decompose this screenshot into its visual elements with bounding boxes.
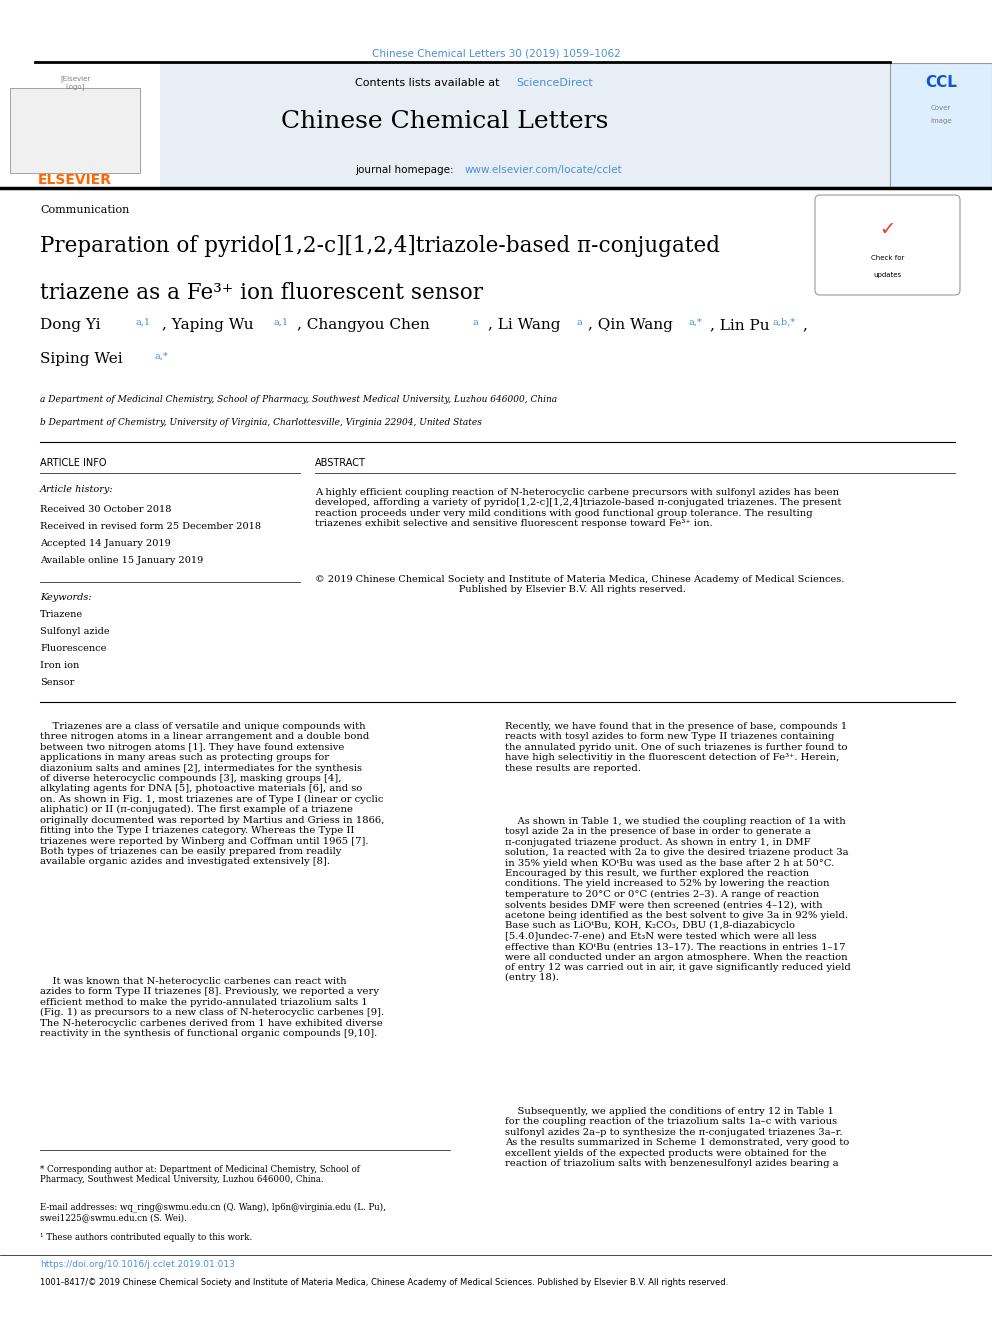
Text: Triazene: Triazene bbox=[40, 610, 83, 619]
Text: ABSTRACT: ABSTRACT bbox=[315, 458, 366, 468]
Bar bbox=[0, 64, 160, 188]
Text: Accepted 14 January 2019: Accepted 14 January 2019 bbox=[40, 538, 171, 548]
Text: Cover: Cover bbox=[930, 105, 951, 111]
Text: a,*: a,* bbox=[154, 352, 168, 361]
Text: , Changyou Chen: , Changyou Chen bbox=[297, 318, 430, 332]
Text: a: a bbox=[472, 318, 478, 327]
Text: Sensor: Sensor bbox=[40, 677, 74, 687]
Text: It was known that N-heterocyclic carbenes can react with
azides to form Type II : It was known that N-heterocyclic carbene… bbox=[40, 976, 384, 1039]
Text: Iron ion: Iron ion bbox=[40, 662, 79, 669]
Text: a: a bbox=[576, 318, 581, 327]
Text: Preparation of pyrido[1,2-c][1,2,4]triazole-based π-conjugated: Preparation of pyrido[1,2-c][1,2,4]triaz… bbox=[40, 235, 720, 257]
Text: ✓: ✓ bbox=[879, 220, 896, 239]
Text: Siping Wei: Siping Wei bbox=[40, 352, 123, 366]
Text: , Yaping Wu: , Yaping Wu bbox=[162, 318, 254, 332]
Text: E-mail addresses: wq_ring@swmu.edu.cn (Q. Wang), lp6n@virginia.edu (L. Pu),
swei: E-mail addresses: wq_ring@swmu.edu.cn (Q… bbox=[40, 1203, 386, 1222]
Text: updates: updates bbox=[873, 273, 902, 278]
Text: ScienceDirect: ScienceDirect bbox=[516, 78, 593, 89]
Text: CCL: CCL bbox=[926, 75, 957, 90]
Text: b Department of Chemistry, University of Virginia, Charlottesville, Virginia 229: b Department of Chemistry, University of… bbox=[40, 418, 482, 427]
Text: , Li Wang: , Li Wang bbox=[488, 318, 560, 332]
Text: 1001-8417/© 2019 Chinese Chemical Society and Institute of Materia Medica, Chine: 1001-8417/© 2019 Chinese Chemical Societ… bbox=[40, 1278, 728, 1287]
Text: www.elsevier.com/locate/cclet: www.elsevier.com/locate/cclet bbox=[465, 165, 623, 175]
Text: a Department of Medicinal Chemistry, School of Pharmacy, Southwest Medical Unive: a Department of Medicinal Chemistry, Sch… bbox=[40, 396, 558, 404]
Text: a,1: a,1 bbox=[135, 318, 150, 327]
Text: Fluorescence: Fluorescence bbox=[40, 644, 106, 654]
Text: Triazenes are a class of versatile and unique compounds with
three nitrogen atom: Triazenes are a class of versatile and u… bbox=[40, 722, 384, 867]
FancyBboxPatch shape bbox=[815, 194, 960, 295]
Text: Subsequently, we applied the conditions of entry 12 in Table 1
for the coupling : Subsequently, we applied the conditions … bbox=[505, 1107, 849, 1168]
Text: Available online 15 January 2019: Available online 15 January 2019 bbox=[40, 556, 203, 565]
Text: , Qin Wang: , Qin Wang bbox=[588, 318, 673, 332]
Text: Chinese Chemical Letters 30 (2019) 1059–1062: Chinese Chemical Letters 30 (2019) 1059–… bbox=[372, 48, 620, 58]
Bar bbox=[890, 64, 992, 188]
Text: As shown in Table 1, we studied the coupling reaction of 1a with
tosyl azide 2a : As shown in Table 1, we studied the coup… bbox=[505, 818, 851, 983]
Text: Dong Yi: Dong Yi bbox=[40, 318, 100, 332]
Text: Recently, we have found that in the presence of base, compounds 1
reacts with to: Recently, we have found that in the pres… bbox=[505, 722, 847, 773]
Text: Communication: Communication bbox=[40, 205, 129, 216]
Bar bbox=[10, 89, 140, 173]
Text: A highly efficient coupling reaction of N-heterocyclic carbene precursors with s: A highly efficient coupling reaction of … bbox=[315, 488, 841, 528]
Bar bbox=[35, 64, 890, 188]
Text: * Corresponding author at: Department of Medicinal Chemistry, School of
Pharmacy: * Corresponding author at: Department of… bbox=[40, 1166, 360, 1184]
Text: [Elsevier
Logo]: [Elsevier Logo] bbox=[60, 75, 90, 90]
Text: , Lin Pu: , Lin Pu bbox=[710, 318, 770, 332]
Text: Received in revised form 25 December 2018: Received in revised form 25 December 201… bbox=[40, 523, 261, 531]
Text: a,b,*: a,b,* bbox=[772, 318, 796, 327]
Text: Chinese Chemical Letters: Chinese Chemical Letters bbox=[282, 110, 609, 134]
Text: Check for: Check for bbox=[871, 255, 904, 261]
Text: a,*: a,* bbox=[688, 318, 701, 327]
Text: Received 30 October 2018: Received 30 October 2018 bbox=[40, 505, 172, 515]
Text: triazene as a Fe³⁺ ion fluorescent sensor: triazene as a Fe³⁺ ion fluorescent senso… bbox=[40, 282, 483, 304]
Text: Article history:: Article history: bbox=[40, 486, 114, 493]
Text: journal homepage:: journal homepage: bbox=[355, 165, 457, 175]
Text: © 2019 Chinese Chemical Society and Institute of Materia Medica, Chinese Academy: © 2019 Chinese Chemical Society and Inst… bbox=[315, 576, 844, 594]
Text: ,: , bbox=[802, 318, 806, 332]
Text: Image: Image bbox=[930, 118, 951, 124]
Text: a,1: a,1 bbox=[273, 318, 288, 327]
Text: ¹ These authors contributed equally to this work.: ¹ These authors contributed equally to t… bbox=[40, 1233, 252, 1242]
Text: ARTICLE INFO: ARTICLE INFO bbox=[40, 458, 106, 468]
Text: Sulfonyl azide: Sulfonyl azide bbox=[40, 627, 110, 636]
Text: ELSEVIER: ELSEVIER bbox=[38, 173, 112, 187]
Text: Keywords:: Keywords: bbox=[40, 593, 91, 602]
Text: Contents lists available at: Contents lists available at bbox=[355, 78, 503, 89]
Text: https://doi.org/10.1016/j.cclet.2019.01.013: https://doi.org/10.1016/j.cclet.2019.01.… bbox=[40, 1259, 235, 1269]
